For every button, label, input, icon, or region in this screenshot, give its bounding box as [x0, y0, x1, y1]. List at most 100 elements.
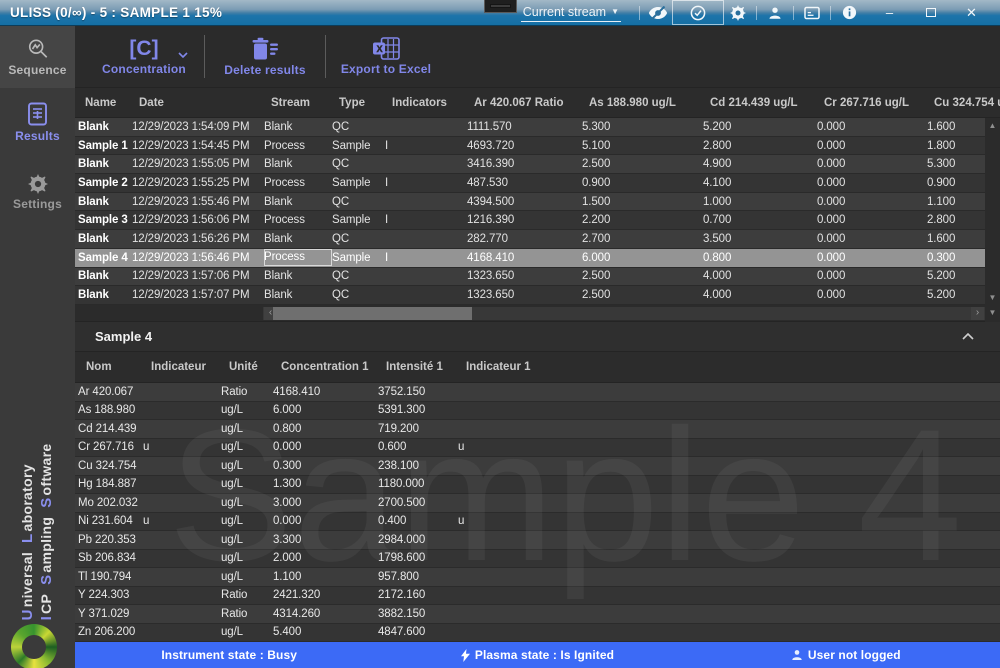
table-cell: ug/L — [221, 478, 243, 491]
table-cell: 2172.160 — [378, 589, 426, 602]
table-cell: 0.000 — [817, 195, 846, 208]
detail-table-row[interactable]: Hg 184.887 ug/L 1.300 1180.000 — [75, 475, 1000, 494]
scrollbar-thumb[interactable] — [273, 307, 472, 320]
results-table-row[interactable]: Blank 12/29/2023 1:57:06 PM Blank QC 1323.65… — [75, 267, 985, 287]
detail-table-row[interactable]: Pb 220.353 ug/L 3.300 2984.000 — [75, 531, 1000, 550]
table-cell: u — [458, 515, 465, 528]
results-table-row[interactable]: Blank 12/29/2023 1:54:09 PM Blank QC 1111.57… — [75, 118, 985, 137]
settings-button[interactable] — [728, 3, 748, 23]
detail-table-row[interactable]: Y 371.029 Ratio 4314.260 3882.150 — [75, 605, 1000, 624]
table-cell: 1.600 — [927, 120, 956, 133]
column-header-name[interactable]: Name — [85, 96, 117, 109]
table-cell: 5.300 — [927, 158, 956, 171]
table-cell: 0.700 — [703, 214, 732, 227]
table-cell: 12/29/2023 1:56:26 PM — [132, 232, 250, 245]
column-header-nom[interactable]: Nom — [86, 361, 112, 373]
column-header-cu[interactable]: Cu 324.754 ug/L — [934, 96, 1000, 109]
minimize-button[interactable]: – — [885, 5, 894, 20]
results-table-row[interactable]: Sample 2 12/29/2023 1:55:25 PM Process Samp… — [75, 174, 985, 193]
table-cell: ug/L — [221, 459, 243, 472]
table-cell: 1.100 — [273, 570, 302, 583]
scroll-down-icon[interactable]: ▼ — [988, 293, 997, 302]
sidebar-item-results[interactable]: Results — [0, 102, 75, 143]
column-header-concentration1[interactable]: Concentration 1 — [281, 361, 369, 373]
horizontal-scrollbar[interactable]: ‹ › ▼ — [75, 305, 1000, 322]
delete-results-label: Delete results — [224, 62, 306, 77]
current-stream-label: Current stream — [522, 4, 607, 19]
column-header-intensite1[interactable]: Intensité 1 — [386, 361, 443, 373]
column-header-cr[interactable]: Cr 267.716 ug/L — [824, 96, 910, 109]
results-table-row[interactable]: Sample 4 12/29/2023 1:56:46 PM Process Samp… — [75, 248, 985, 268]
delete-results-button[interactable]: Delete results — [209, 26, 321, 87]
titlebar-actions: Current stream ▼ — [520, 0, 1000, 25]
column-header-indicators[interactable]: Indicators — [392, 96, 447, 109]
column-header-date[interactable]: Date — [139, 96, 164, 109]
console-button[interactable] — [802, 3, 822, 23]
sidebar-item-settings[interactable]: Settings — [0, 174, 75, 211]
table-cell: 4168.410 — [467, 251, 515, 264]
results-toolbar: [C] Concentration Delete results — [75, 26, 1000, 88]
user-button[interactable] — [765, 3, 785, 23]
results-table-row[interactable]: Blank 12/29/2023 1:55:05 PM Blank QC 3416.39… — [75, 155, 985, 175]
detail-table-row[interactable]: Cr 267.716 u ug/L 0.000 0.600 u — [75, 438, 1000, 457]
results-table-row[interactable]: Blank 12/29/2023 1:57:07 PM Blank QC 1323.65… — [75, 286, 985, 305]
detail-table-row[interactable]: Zn 206.200 ug/L 5.400 4847.600 — [75, 623, 1000, 642]
export-excel-label: Export to Excel — [340, 62, 432, 76]
export-excel-button[interactable]: Export to Excel — [330, 26, 442, 87]
results-table-row[interactable]: Sample 3 12/29/2023 1:56:06 PM Process Samp… — [75, 211, 985, 231]
table-cell: Blank — [264, 158, 293, 171]
detail-table-row[interactable]: As 188.980 ug/L 6.000 5391.300 — [75, 401, 1000, 420]
column-header-cd[interactable]: Cd 214.439 ug/L — [710, 96, 798, 109]
current-stream-dropdown[interactable]: Current stream ▼ — [520, 4, 621, 22]
table-cell: ug/L — [221, 422, 243, 435]
table-cell: 0.000 — [273, 441, 302, 454]
table-cell: 1323.650 — [467, 270, 515, 283]
table-cell: Sample 1 — [78, 139, 128, 152]
table-cell: 5.400 — [273, 626, 302, 639]
table-cell: 282.770 — [467, 232, 508, 245]
detail-table-row[interactable]: Sb 206.834 ug/L 2.000 1798.600 — [75, 549, 1000, 568]
info-button[interactable] — [839, 3, 859, 23]
table-cell: Sb 206.834 — [78, 552, 136, 565]
close-button[interactable]: ✕ — [966, 4, 977, 20]
concentration-button[interactable]: [C] Concentration — [88, 26, 200, 87]
table-cell: Pb 220.353 — [78, 533, 136, 546]
detail-table-row[interactable]: Tl 190.794 ug/L 1.100 957.800 — [75, 568, 1000, 587]
table-cell: 2.500 — [582, 158, 611, 171]
status-bar: Instrument state : Busy Plasma state : I… — [75, 642, 1000, 668]
hide-stream-button[interactable] — [648, 3, 668, 23]
window-controls: – ✕ — [869, 0, 992, 25]
detail-table-row[interactable]: Ni 231.604 u ug/L 0.000 0.400 u — [75, 512, 1000, 531]
results-table-row[interactable]: Blank 12/29/2023 1:55:46 PM Blank QC 4394.50… — [75, 192, 985, 212]
column-header-indicateur[interactable]: Indicateur — [151, 361, 206, 373]
scroll-right-icon[interactable]: › — [971, 307, 984, 320]
column-header-unite[interactable]: Unité — [229, 361, 258, 373]
detail-table-row[interactable]: Y 224.303 Ratio 2421.320 2172.160 — [75, 586, 1000, 605]
maximize-button[interactable] — [910, 0, 951, 25]
column-header-ar[interactable]: Ar 420.067 Ratio — [474, 96, 564, 109]
table-cell: 5.100 — [582, 139, 611, 152]
scroll-up-icon[interactable]: ▲ — [988, 121, 997, 130]
column-header-stream[interactable]: Stream — [271, 96, 310, 109]
detail-table-row[interactable]: Ar 420.067 Ratio 4168.410 3752.150 — [75, 383, 1000, 402]
results-table-row[interactable]: Blank 12/29/2023 1:56:26 PM Blank QC 282.770… — [75, 230, 985, 249]
column-header-as[interactable]: As 188.980 ug/L — [589, 96, 676, 109]
detail-table-row[interactable]: Cu 324.754 ug/L 0.300 238.100 — [75, 457, 1000, 476]
table-cell: Cu 324.754 — [78, 459, 137, 472]
scrollbar-corner[interactable]: ▼ — [985, 305, 1000, 322]
table-cell: 0.600 — [378, 441, 407, 454]
vertical-scrollbar[interactable]: ▲ ▼ — [985, 118, 1000, 305]
detail-table-row[interactable]: Cd 214.439 ug/L 0.800 719.200 — [75, 420, 1000, 439]
collapse-button[interactable] — [962, 333, 974, 340]
detail-table-row[interactable]: Mo 202.032 ug/L 3.000 2700.500 — [75, 494, 1000, 513]
column-header-indicateur1[interactable]: Indicateur 1 — [466, 361, 531, 373]
column-header-type[interactable]: Type — [339, 96, 365, 109]
notch-slot — [490, 4, 511, 8]
results-table-row[interactable]: Sample 1 12/29/2023 1:54:45 PM Process Samp… — [75, 136, 985, 156]
sidebar-item-sequence[interactable]: Sequence — [0, 26, 75, 88]
table-cell: 1111.570 — [467, 120, 512, 133]
validate-button[interactable] — [672, 0, 724, 25]
results-rows: Blank 12/29/2023 1:54:09 PM Blank QC 1111.57… — [75, 118, 985, 305]
detail-panel-header[interactable]: Sample 4 — [75, 322, 1000, 352]
table-cell: 0.300 — [273, 459, 302, 472]
